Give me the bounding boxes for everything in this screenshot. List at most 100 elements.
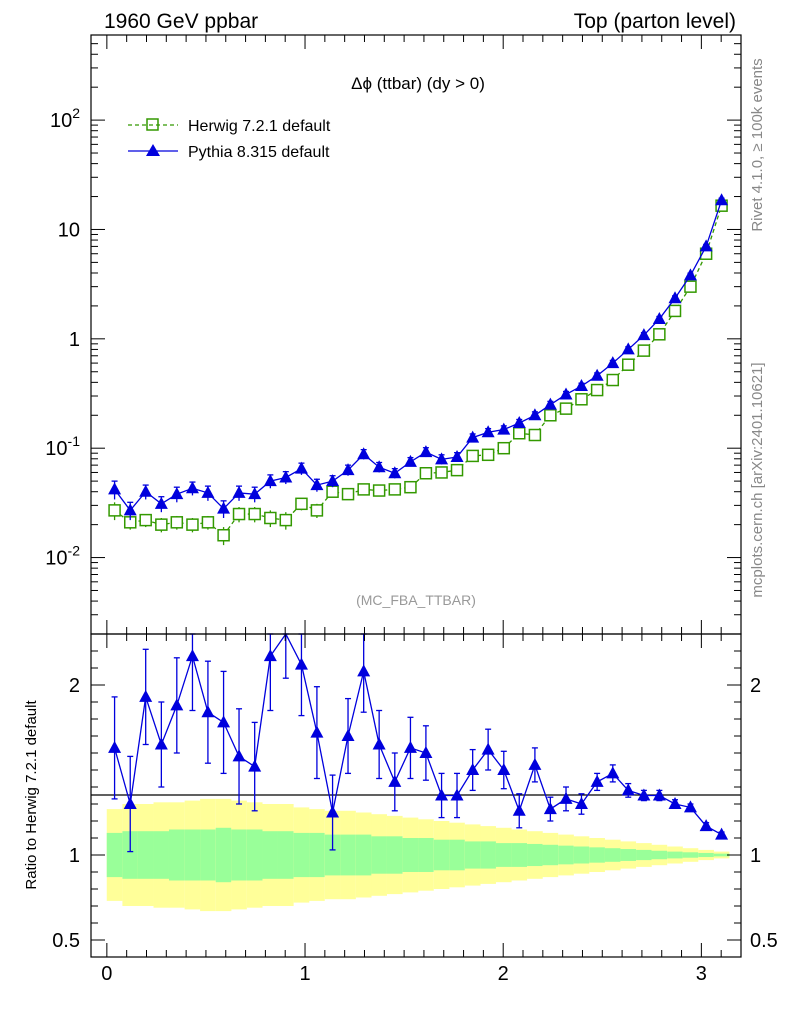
ratio-band-green — [355, 834, 372, 876]
legend-pythia-marker — [146, 144, 160, 156]
ratio-band-green — [449, 839, 465, 871]
herwig-point — [310, 504, 324, 517]
pythia-point — [699, 239, 713, 252]
plot-title: Δϕ (ttbar) (dy > 0) — [351, 74, 485, 93]
herwig-point — [497, 441, 511, 455]
x-tick-label: 1 — [299, 963, 310, 985]
herwig-point — [279, 513, 293, 527]
ratio-point — [512, 803, 526, 816]
pythia-point — [590, 368, 604, 381]
ratio-point — [388, 774, 402, 787]
ratio-point — [123, 797, 137, 809]
pythia-point — [139, 484, 153, 497]
main-panel: 10-2 10-1 1 10 102 Δϕ (ttbar) (dy > 0) (MC_F… — [45, 34, 742, 635]
pythia-point — [248, 487, 262, 500]
pythia-point — [403, 454, 417, 467]
pythia-point — [263, 474, 277, 487]
ratio-band-green — [246, 829, 263, 881]
herwig-point — [419, 467, 433, 480]
herwig-point — [170, 516, 184, 529]
ratio-point — [372, 737, 386, 750]
ratio-point — [621, 783, 635, 796]
ratio-point — [528, 757, 542, 770]
herwig-series — [108, 199, 728, 546]
ratio-panel: 0.5 0.5 1 1 2 2 Ratio to Herwig 7.2.1 default — [23, 632, 778, 958]
herwig-point — [372, 484, 386, 497]
ratio-point — [201, 705, 215, 718]
ratio-point — [590, 774, 604, 787]
legend-herwig-marker — [146, 118, 159, 131]
herwig-point — [186, 518, 199, 531]
ratio-point — [357, 664, 371, 677]
mcplots-label: mcplots.cern.ch [arXiv:2401.10621] — [749, 362, 766, 597]
ratio-band-green — [215, 827, 232, 883]
ratio-band-green — [620, 849, 637, 861]
ratio-band-green — [106, 832, 123, 878]
pythia-point — [170, 487, 184, 500]
pythia-point — [435, 452, 449, 465]
ratio-point — [154, 737, 168, 750]
ratio-band-green — [200, 829, 216, 881]
pythia-line — [114, 200, 723, 512]
legend-herwig-label: Herwig 7.2.1 default — [188, 118, 331, 135]
ratio-point — [497, 763, 511, 775]
herwig-point — [326, 485, 339, 498]
pythia-point — [372, 460, 386, 473]
herwig-point — [466, 449, 479, 463]
ratio-band-green — [293, 832, 310, 878]
pythia-point — [512, 415, 526, 428]
ratio-band-green — [262, 831, 279, 879]
ratio-point — [543, 802, 557, 815]
ratio-band-green — [667, 851, 683, 859]
pythia-point — [559, 387, 573, 400]
ratio-point — [170, 698, 184, 711]
ratio-band-green — [309, 832, 325, 878]
ratio-y-tick-label-right: 0.5 — [750, 930, 778, 952]
pythia-point — [185, 481, 199, 494]
herwig-point — [684, 280, 697, 293]
pythia-point — [232, 485, 246, 498]
y-tick-label: 102 — [50, 105, 80, 132]
pythia-point — [574, 379, 588, 392]
pythia-point — [341, 463, 355, 476]
ratio-band-green — [511, 843, 528, 867]
pythia-point — [621, 342, 635, 355]
herwig-point — [559, 402, 573, 415]
ratio-series — [108, 632, 729, 853]
ratio-band-green — [636, 849, 652, 861]
pythia-point — [326, 474, 340, 487]
ratio-band-green — [418, 838, 434, 872]
ratio-point — [559, 791, 573, 804]
header-left: 1960 GeV ppbar — [104, 10, 258, 33]
ratio-point — [637, 788, 651, 801]
ratio-point — [606, 766, 620, 779]
ratio-band-green — [713, 853, 730, 857]
ratio-band-green — [604, 848, 621, 862]
pythia-point — [388, 466, 402, 479]
ratio-point — [466, 763, 480, 775]
y-tick-label: 10-1 — [45, 433, 80, 460]
pythia-point — [279, 470, 293, 483]
herwig-point — [139, 513, 152, 527]
ratio-point — [139, 689, 153, 702]
ratio-point — [419, 746, 433, 758]
ratio-y-tick-label: 0.5 — [52, 930, 80, 952]
herwig-point — [668, 304, 682, 318]
ratio-point — [403, 740, 417, 753]
pythia-point — [357, 447, 371, 460]
ratio-point — [341, 729, 355, 741]
y-tick-label: 10 — [58, 219, 80, 241]
ratio-band-green — [573, 846, 590, 864]
pythia-point — [715, 193, 729, 206]
herwig-line — [114, 205, 723, 537]
pythia-point — [201, 485, 215, 498]
ratio-band-green — [153, 831, 170, 879]
herwig-point — [653, 328, 666, 341]
herwig-point — [295, 497, 308, 511]
ratio-band-green — [464, 841, 481, 869]
ratio-band-green — [137, 831, 154, 879]
herwig-point — [155, 518, 168, 531]
herwig-point — [404, 480, 417, 494]
herwig-point — [248, 507, 261, 521]
herwig-point — [590, 383, 604, 397]
